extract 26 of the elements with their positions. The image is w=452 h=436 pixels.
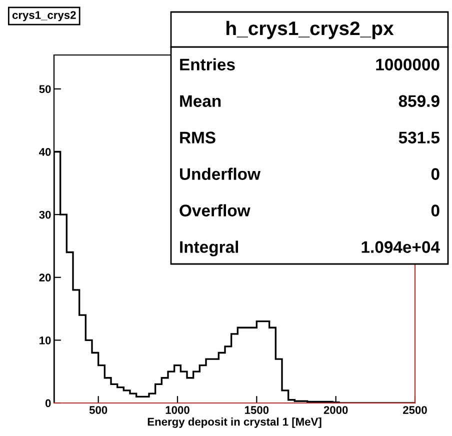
y-tick-label: 30 [39,210,51,219]
annotation: 531.5 [398,132,440,144]
annotation: Overflow [180,204,250,216]
annotation: Mean [180,95,221,107]
y-tick-label: 40 [39,148,51,156]
annotation: Entries [180,58,235,70]
chart-title: crys1_crys2 [12,11,76,22]
x-tick-label: 1500 [245,406,269,414]
y-tick-label: 0 [45,399,51,408]
x-axis-title: Energy deposit in crystal 1 [MeV] [148,418,322,428]
x-tick-label: 500 [89,406,108,414]
text: 0 [431,168,440,180]
annotation: RMS [180,132,216,144]
annotation: Integral [180,240,238,256]
annotation: 1.094e+04 [362,241,440,253]
x-tick-label: 2500 [403,406,427,414]
chart-subtitle: h_crys1_crys2_px [226,20,394,40]
annotation: 1000000 [376,58,440,70]
annotation: 859.9 [398,95,440,107]
y-tick-label: 50 [39,85,51,94]
y-tick-label: 10 [40,336,51,344]
y-tick-label: 20 [39,274,51,282]
text: 0 [431,204,440,216]
x-tick-label: 2000 [324,406,348,414]
annotation: Underflow [180,168,261,180]
x-tick-label: 1000 [166,406,190,414]
